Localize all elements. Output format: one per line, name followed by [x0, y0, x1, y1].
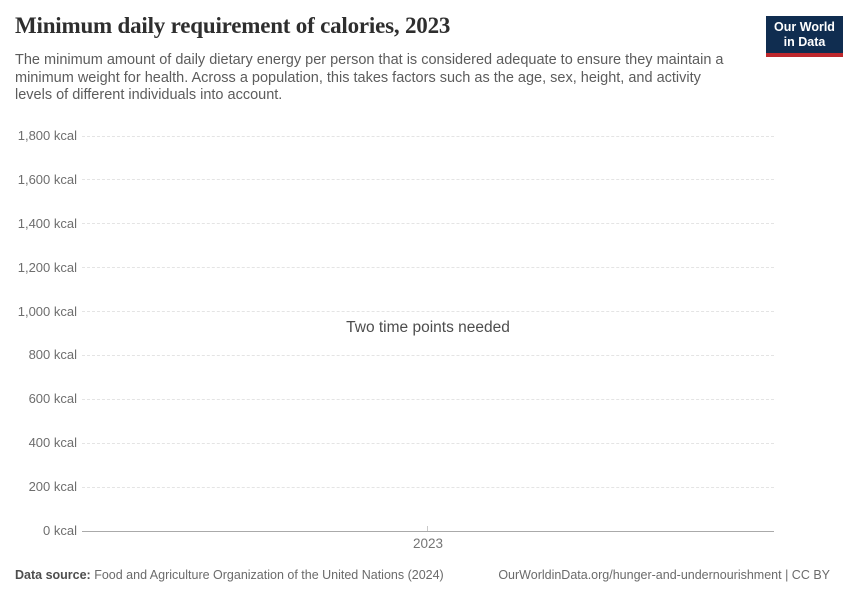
chart-footer: Data source: Food and Agriculture Organi…	[15, 568, 830, 582]
gridline	[82, 223, 774, 225]
gridline	[82, 135, 774, 137]
y-axis-tick-label: 1,000 kcal	[17, 303, 77, 319]
y-axis-tick-label: 1,400 kcal	[17, 215, 77, 231]
gridline	[82, 311, 774, 313]
data-source-text: Food and Agriculture Organization of the…	[90, 568, 444, 582]
y-axis-tick-label: 1,200 kcal	[17, 259, 77, 275]
subtitle-line: levels of different individuals into acc…	[15, 87, 283, 103]
gridline	[82, 179, 774, 181]
owid-logo-line2: in Data	[783, 35, 826, 49]
gridline	[82, 442, 774, 444]
x-axis-line	[82, 530, 774, 532]
y-axis-tick-label: 1,600 kcal	[17, 171, 77, 187]
empty-chart-message: Two time points needed	[346, 319, 510, 336]
y-axis-tick-label: 200 kcal	[28, 479, 77, 495]
x-axis-tick-label: 2023	[412, 536, 444, 551]
y-axis-tick-label: 0 kcal	[43, 523, 77, 538]
y-axis-tick-label: 800 kcal	[28, 347, 77, 363]
owid-logo[interactable]: Our World in Data	[766, 16, 843, 57]
y-grid-row: 600 kcal	[0, 390, 850, 408]
gridline	[82, 267, 774, 269]
data-source: Data source: Food and Agriculture Organi…	[15, 568, 444, 582]
y-grid-row: 200 kcal	[0, 478, 850, 496]
gridline	[82, 486, 774, 488]
x-axis-tick	[427, 526, 428, 531]
y-axis-tick-label: 600 kcal	[28, 391, 77, 407]
y-grid-row: 1,200 kcal	[0, 259, 850, 277]
owid-logo-line1: Our World	[774, 20, 835, 34]
y-grid-row: 0 kcal	[0, 522, 850, 540]
gridline	[82, 398, 774, 400]
subtitle-line: minimum weight for health. Across a popu…	[15, 69, 701, 86]
y-axis-tick-label: 400 kcal	[28, 435, 77, 451]
footer-links: OurWorldinData.org/hunger-and-undernouri…	[498, 568, 830, 582]
y-grid-row: 800 kcal	[0, 346, 850, 364]
license-text: | CC BY	[781, 568, 830, 582]
footer-url-link[interactable]: OurWorldinData.org/hunger-and-undernouri…	[498, 568, 782, 582]
y-grid-row: 1,400 kcal	[0, 215, 850, 233]
subtitle-line: The minimum amount of daily dietary ener…	[15, 52, 724, 68]
gridline	[82, 354, 774, 356]
y-grid-row: 1,600 kcal	[0, 171, 850, 189]
y-grid-row: 400 kcal	[0, 434, 850, 452]
y-grid-row: 1,000 kcal	[0, 303, 850, 321]
y-axis-tick-label: 1,800 kcal	[17, 128, 77, 143]
page-title: Minimum daily requirement of calories, 2…	[15, 13, 451, 38]
chart-subtitle: The minimum amount of daily dietary ener…	[15, 52, 755, 105]
y-grid-row: 1,800 kcal	[0, 127, 850, 145]
data-source-label: Data source:	[15, 568, 91, 582]
